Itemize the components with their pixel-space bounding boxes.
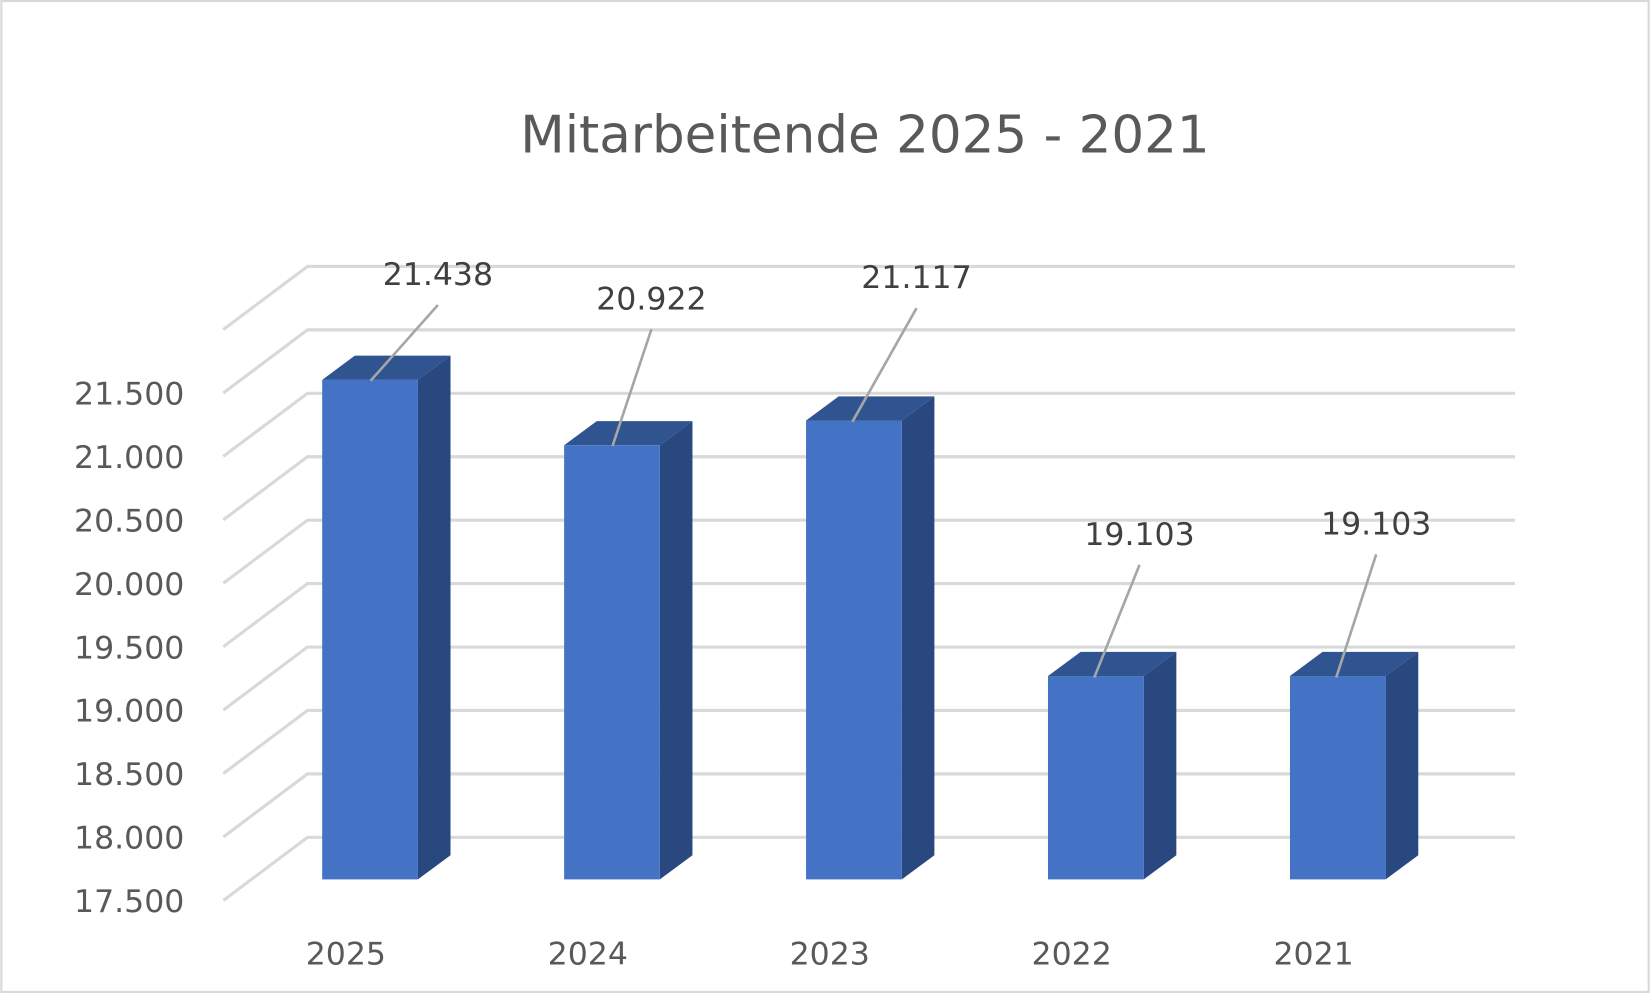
leader-line bbox=[369, 304, 439, 382]
y-tick-label: 19.000 bbox=[74, 694, 184, 730]
gridline bbox=[222, 455, 1516, 522]
bar bbox=[564, 445, 660, 880]
x-tick-label: 2023 bbox=[790, 937, 870, 973]
gridline bbox=[222, 582, 1516, 648]
data-label: 19.103 bbox=[1084, 517, 1194, 553]
bar-side bbox=[417, 355, 451, 880]
x-tick-label: 2024 bbox=[548, 937, 628, 973]
bar-top bbox=[806, 396, 935, 421]
data-label: 21.117 bbox=[861, 260, 971, 296]
y-tick-label: 18.000 bbox=[74, 821, 184, 857]
y-tick-label: 18.500 bbox=[74, 757, 184, 793]
y-tick-label: 21.000 bbox=[74, 440, 184, 476]
y-tick-label: 17.500 bbox=[74, 884, 184, 920]
leader-line bbox=[1093, 564, 1141, 678]
bar-side bbox=[901, 396, 935, 880]
bar bbox=[1289, 676, 1386, 880]
gridline bbox=[222, 264, 1516, 331]
leader-line bbox=[851, 307, 918, 423]
bar bbox=[1048, 676, 1144, 880]
bar-side bbox=[1385, 651, 1419, 880]
gridline bbox=[222, 645, 1516, 712]
bar bbox=[322, 379, 418, 880]
y-tick-label: 20.000 bbox=[74, 567, 184, 603]
data-label: 19.103 bbox=[1321, 506, 1431, 542]
bar bbox=[806, 420, 902, 880]
bar-top bbox=[1048, 651, 1177, 677]
y-tick-label: 20.500 bbox=[74, 503, 184, 539]
data-label: 21.438 bbox=[383, 257, 493, 293]
chart-title: Mitarbeitende 2025 - 2021 bbox=[520, 106, 1209, 166]
x-tick-label: 2022 bbox=[1032, 937, 1112, 973]
gridline bbox=[222, 328, 1516, 395]
x-tick-label: 2021 bbox=[1273, 937, 1353, 973]
bar-side bbox=[659, 421, 693, 880]
leader-line bbox=[611, 328, 653, 447]
data-label: 20.922 bbox=[596, 281, 706, 317]
bar-top bbox=[564, 421, 693, 446]
bar-side bbox=[1143, 651, 1177, 880]
bar-top bbox=[322, 355, 451, 380]
leader-line bbox=[1334, 553, 1378, 678]
x-tick-label: 2025 bbox=[306, 937, 386, 973]
y-tick-label: 19.500 bbox=[74, 630, 184, 666]
gridline bbox=[222, 518, 1516, 585]
bar-top bbox=[1289, 651, 1419, 677]
gridline bbox=[222, 391, 1516, 458]
y-tick-label: 21.500 bbox=[74, 377, 184, 413]
